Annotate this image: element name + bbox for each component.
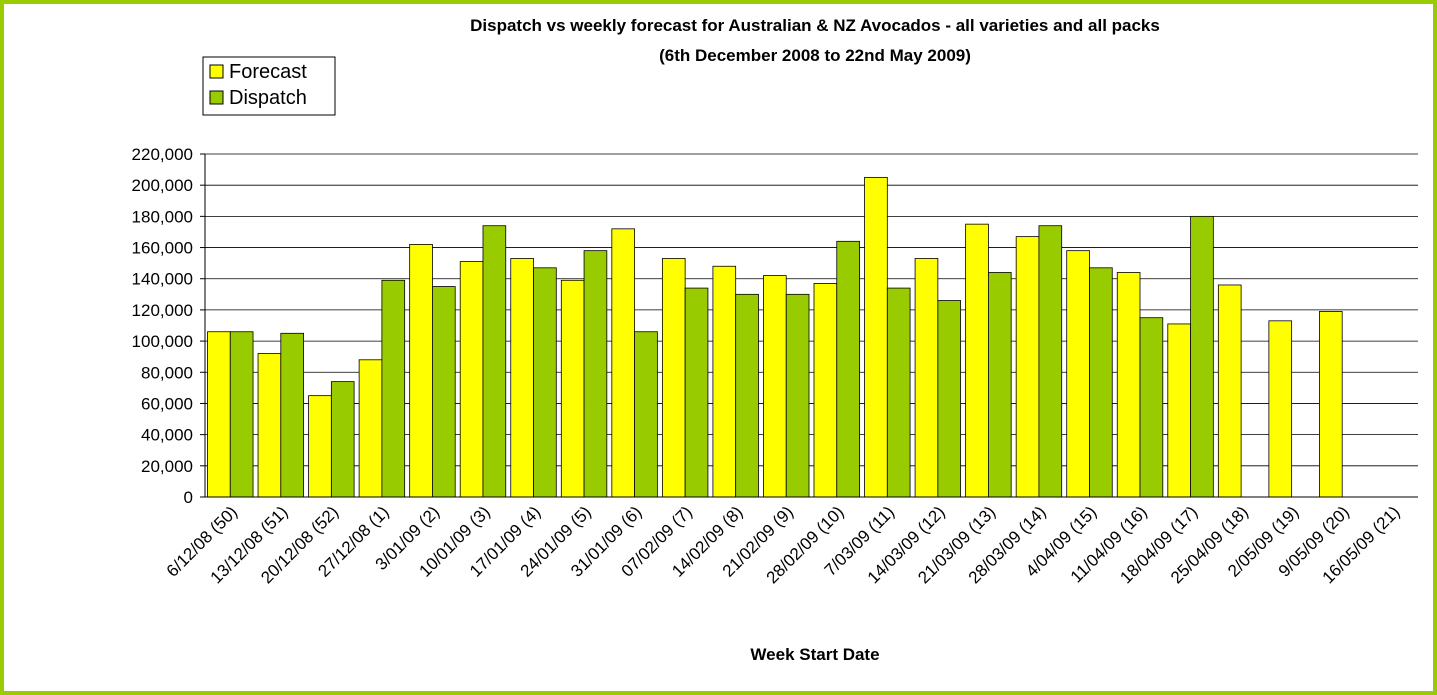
bar	[207, 331, 231, 498]
y-tick-label: 180,000	[132, 207, 193, 226]
bar	[381, 279, 406, 498]
bar	[409, 244, 433, 498]
bar	[987, 272, 1012, 498]
bar	[1066, 250, 1090, 498]
bar	[1268, 320, 1293, 498]
y-tick-label: 0	[184, 488, 193, 507]
bar	[1089, 267, 1113, 498]
legend-label: Forecast	[229, 61, 307, 83]
bar	[735, 293, 759, 498]
bar	[886, 287, 911, 498]
bar	[813, 283, 838, 498]
x-axis-title: Week Start Date	[750, 645, 879, 664]
bar	[1167, 323, 1191, 498]
bar	[1319, 311, 1343, 498]
bar	[229, 331, 254, 498]
bar	[1190, 215, 1214, 498]
y-tick-label: 140,000	[132, 270, 193, 289]
bar	[611, 228, 636, 498]
y-tick-label: 120,000	[132, 301, 193, 320]
y-tick-label: 80,000	[141, 363, 193, 382]
y-tick-label: 40,000	[141, 426, 193, 445]
y-tick-label: 200,000	[132, 176, 193, 195]
bar	[459, 261, 484, 498]
bar	[937, 300, 962, 498]
bar	[1038, 225, 1063, 498]
bar	[684, 287, 709, 498]
chart-title: Dispatch vs weekly forecast for Australi…	[470, 16, 1160, 35]
bar	[712, 265, 737, 498]
bar	[1015, 236, 1040, 498]
bar	[560, 279, 585, 498]
y-tick-label: 20,000	[141, 457, 193, 476]
bar	[661, 258, 686, 498]
y-tick-label: 60,000	[141, 394, 193, 413]
bar	[432, 286, 456, 498]
bar	[836, 240, 860, 498]
bar	[914, 258, 939, 498]
legend-box	[202, 56, 336, 116]
bar	[510, 258, 534, 498]
bar	[1217, 284, 1242, 498]
bar	[358, 359, 383, 498]
y-tick-label: 160,000	[132, 239, 193, 258]
bar	[308, 395, 332, 498]
bar	[482, 225, 507, 498]
bar	[763, 275, 787, 498]
legend-swatch	[209, 64, 224, 79]
bar	[634, 331, 658, 498]
y-tick-label: 100,000	[132, 332, 193, 351]
bar	[533, 267, 557, 498]
bar	[257, 353, 282, 498]
bar	[785, 293, 810, 498]
bar	[280, 332, 304, 498]
legend-swatch	[209, 90, 224, 105]
bar	[864, 176, 888, 498]
chart-subtitle: (6th December 2008 to 22nd May 2009)	[659, 46, 971, 65]
y-tick-label: 220,000	[132, 145, 193, 164]
bar	[330, 381, 355, 498]
bar	[1116, 272, 1141, 498]
bar	[965, 223, 989, 498]
bar	[583, 250, 608, 498]
legend-label: Dispatch	[229, 87, 307, 109]
bar	[1139, 317, 1164, 498]
